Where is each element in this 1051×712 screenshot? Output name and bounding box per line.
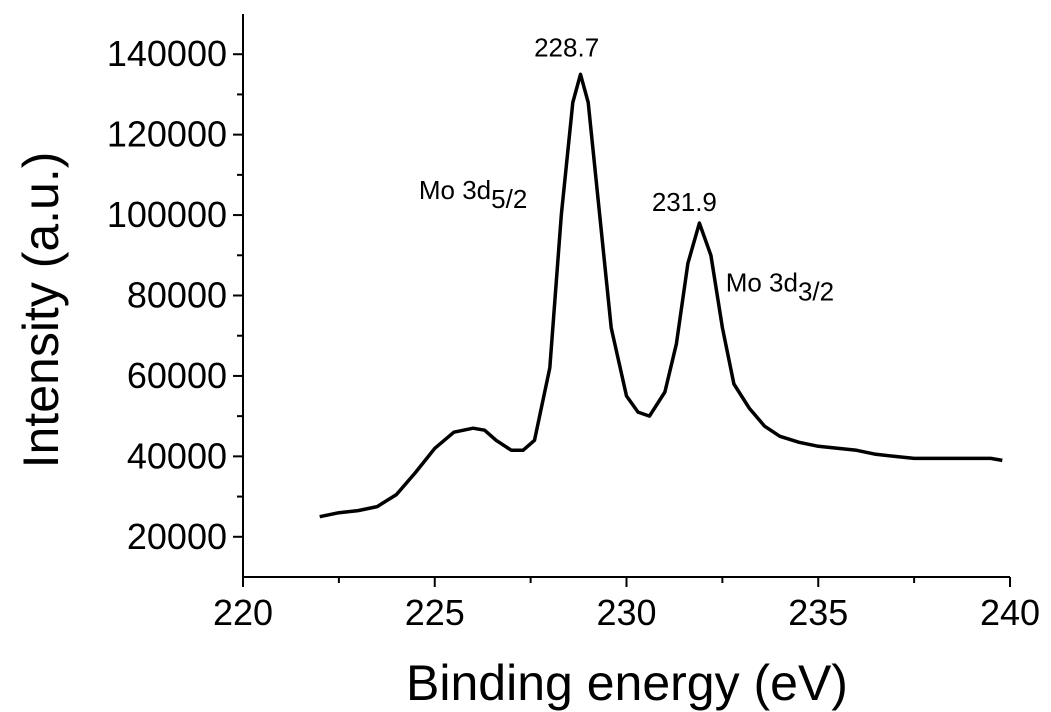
peak-value-label: 231.9 <box>652 187 717 217</box>
x-tick-label: 240 <box>980 592 1040 633</box>
x-tick-label: 230 <box>596 592 656 633</box>
y-tick-label: 40000 <box>127 435 227 476</box>
y-tick-label: 120000 <box>107 114 227 155</box>
x-tick-label: 225 <box>405 592 465 633</box>
y-tick-label: 140000 <box>107 33 227 74</box>
x-tick-label: 235 <box>788 592 848 633</box>
spectrum-line <box>319 72 1003 519</box>
peak-annotations: 228.7 231.9 Mo 3d5/2 Mo 3d3/2 <box>419 32 834 306</box>
tick-labels: 220 225 230 235 240 20000 40000 60000 80000 10000… <box>107 33 1040 633</box>
peak-value-label: 228.7 <box>534 32 599 62</box>
x-axis-title: Binding energy (eV) <box>406 655 848 711</box>
peak-assignment-label: Mo 3d3/2 <box>726 267 834 306</box>
y-tick-label: 20000 <box>127 516 227 557</box>
x-tick-label: 220 <box>213 592 273 633</box>
axis-ticks <box>233 53 1011 587</box>
peak-assignment-label: Mo 3d5/2 <box>419 175 527 214</box>
plot-axes <box>242 14 1010 578</box>
y-tick-label: 60000 <box>127 355 227 396</box>
y-tick-label: 100000 <box>107 194 227 235</box>
y-axis-title: Intensity (a.u.) <box>13 152 69 469</box>
y-tick-label: 80000 <box>127 275 227 316</box>
